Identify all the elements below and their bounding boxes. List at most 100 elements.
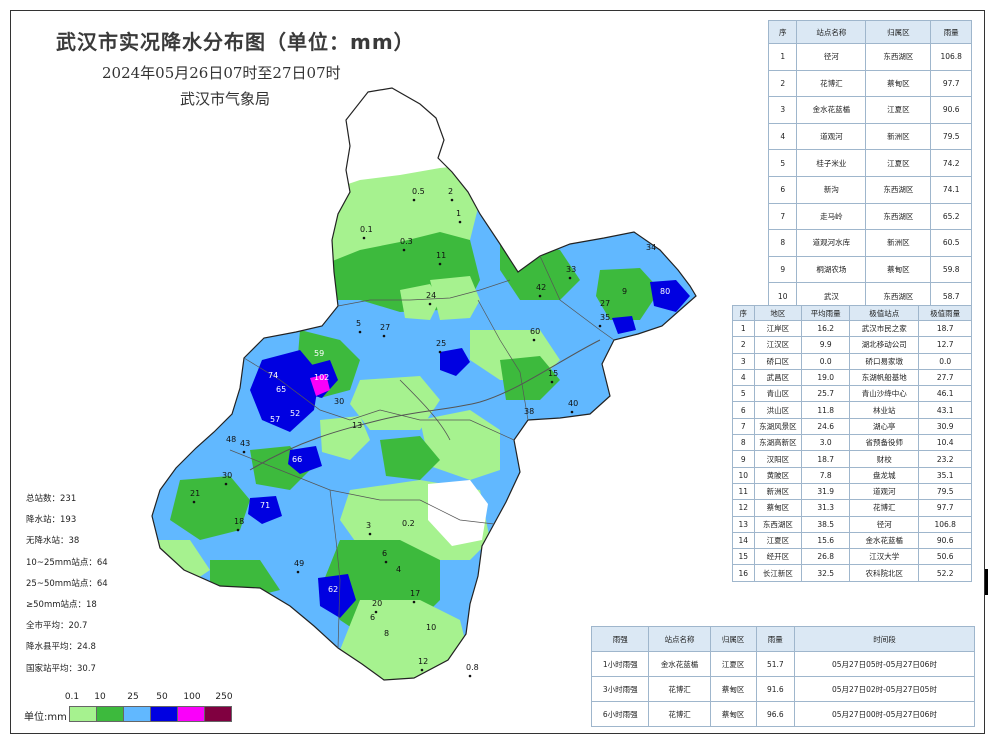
stat-10-25mm: 10~25mm站点：64	[26, 557, 108, 568]
table-cell: 31.9	[801, 482, 851, 501]
table-cell: 蔡甸区	[709, 676, 757, 702]
table-cell: 青山沙绛中心	[849, 385, 920, 403]
table-cell: 6	[732, 401, 755, 419]
map-subtitle: 2024年05月26日07时至27日07时	[102, 64, 341, 82]
table-cell: 14	[732, 531, 755, 550]
station-statistics: 总站数：231 降水站：193 无降水站：38 10~25mm站点：64 25~…	[26, 494, 108, 685]
station-value: 0.2	[402, 519, 415, 528]
table-cell: 花博汇	[796, 69, 867, 98]
yangtze-river	[249, 339, 601, 471]
station-value: 102	[314, 373, 329, 382]
station-value: 0.3	[400, 237, 413, 246]
station-value: 15	[548, 369, 558, 378]
station-value: 12	[418, 657, 428, 666]
table-cell: 43.1	[918, 401, 972, 419]
district-stats-table: 序地区 平均雨量 极值站点 极值雨量 1 江岸区 16.2 武汉市民之家 18.7 2 江汉区 9.…	[732, 305, 972, 582]
table-cell: 桐湖农场	[796, 255, 867, 284]
table-cell: 花博汇	[849, 499, 920, 517]
table-cell: 50.6	[918, 548, 972, 566]
table-cell: 19.0	[801, 368, 851, 387]
table-row: 5 青山区 25.7 青山沙绛中心 46.1	[732, 385, 972, 403]
table-cell: 江夏区	[753, 531, 803, 550]
table-cell: 51.7	[755, 651, 795, 677]
table-header-cell: 序	[767, 20, 798, 44]
table-row: 7 东湖风景区 24.6 湖心亭 30.9	[732, 417, 972, 436]
station-value: 0.5	[412, 187, 425, 196]
table-cell: 江夏区	[865, 149, 932, 177]
table-cell: 106.8	[930, 43, 972, 71]
station-value: 38	[524, 407, 534, 416]
table-cell: 35.1	[918, 466, 972, 484]
table-cell: 江夏区	[865, 96, 932, 124]
table-cell: 31.3	[801, 499, 851, 517]
table-cell: 金水花蓝楯	[849, 531, 920, 550]
table-cell: 2	[767, 69, 798, 98]
station-value: 27	[600, 299, 610, 308]
station-value: 49	[294, 559, 304, 568]
station-value: 11	[436, 251, 446, 260]
map-title: 武汉市实况降水分布图（单位：mm）	[56, 30, 415, 54]
table-cell: 12.7	[918, 336, 972, 354]
table-cell: 新沟	[796, 175, 867, 204]
station-value: 43	[240, 439, 250, 448]
station-value: 6	[370, 613, 375, 622]
table-cell: 74.2	[930, 149, 972, 177]
table-row: 3 金水花蓝楯 江夏区 90.6	[767, 96, 972, 124]
station-value: 20	[372, 599, 382, 608]
table-cell: 长江新区	[753, 564, 803, 582]
table-cell: 7	[732, 417, 755, 436]
table-cell: 74.1	[930, 175, 972, 204]
table-cell: 05月27日00时-05月27日06时	[793, 701, 976, 727]
table-cell: 蔡甸区	[865, 255, 932, 284]
station-value: 13	[352, 421, 362, 430]
table-row: 6小时雨强 花博汇 蔡甸区 96.6 05月27日00时-05月27日06时	[590, 701, 976, 727]
station-value: 24	[426, 291, 436, 300]
table-header-cell: 平均雨量	[801, 305, 851, 321]
table-cell: 10.4	[918, 434, 972, 452]
table-row: 6 洪山区 11.8 林业站 43.1	[732, 401, 972, 419]
table-cell: 东湖帆船基地	[849, 368, 920, 387]
table-row: 8 东湖高新区 3.0 省预备役师 10.4	[732, 434, 972, 452]
stat-over-50mm: ≥50mm站点：18	[26, 599, 97, 610]
table-cell: 11	[732, 482, 755, 501]
table-cell: 3	[767, 96, 798, 124]
station-value: 34	[646, 243, 656, 252]
table-cell: 18.7	[918, 319, 972, 338]
table-cell: 15	[732, 548, 755, 566]
table-cell: 0.0	[918, 352, 972, 370]
station-value: 40	[568, 399, 578, 408]
table-cell: 3.0	[801, 434, 851, 452]
table-cell: 18.7	[801, 450, 851, 468]
table-cell: 硚口区	[753, 352, 803, 370]
table-row: 11 新洲区 31.9 道观河 79.5	[732, 482, 972, 501]
table-header-cell: 雨量	[755, 626, 795, 652]
table-header-cell: 归属区	[865, 20, 932, 44]
table-cell: 9	[767, 255, 798, 284]
table-header-cell: 极值站点	[849, 305, 920, 321]
table-cell: 2	[732, 336, 755, 354]
station-dots	[192, 198, 602, 678]
station-value: 18	[234, 517, 244, 526]
table-cell: 武昌区	[753, 368, 803, 387]
station-value: 35	[600, 313, 610, 322]
table-cell: 走马岭	[796, 202, 867, 231]
top-stations-table: 序站点名称 归属区 雨量 1 径河 东西湖区 106.8 2 花博汇 蔡甸区 97.7 3 金水花蓝楯…	[767, 20, 972, 310]
legend-tick: 100	[183, 692, 201, 702]
table-header-cell: 序	[732, 305, 755, 321]
table-cell: 60.5	[930, 229, 972, 257]
table-cell: 金水花蓝楯	[796, 96, 867, 124]
station-value: 71	[260, 501, 270, 510]
table-row: 15 经开区 26.8 江汉大学 50.6	[732, 548, 972, 566]
table-cell: 6	[767, 175, 798, 204]
station-value: 2	[448, 187, 453, 196]
table-cell: 9.9	[801, 336, 851, 354]
table-cell: 4	[767, 122, 798, 151]
table-cell: 79.5	[918, 482, 972, 501]
table-cell: 农科院北区	[849, 564, 920, 582]
stat-national-average: 国家站平均：30.7	[26, 663, 96, 674]
table-cell: 16.2	[801, 319, 851, 338]
legend-swatch	[150, 706, 178, 722]
table-cell: 洪山区	[753, 401, 803, 419]
station-value: 42	[536, 283, 546, 292]
agency-label: 武汉市气象局	[180, 90, 271, 108]
